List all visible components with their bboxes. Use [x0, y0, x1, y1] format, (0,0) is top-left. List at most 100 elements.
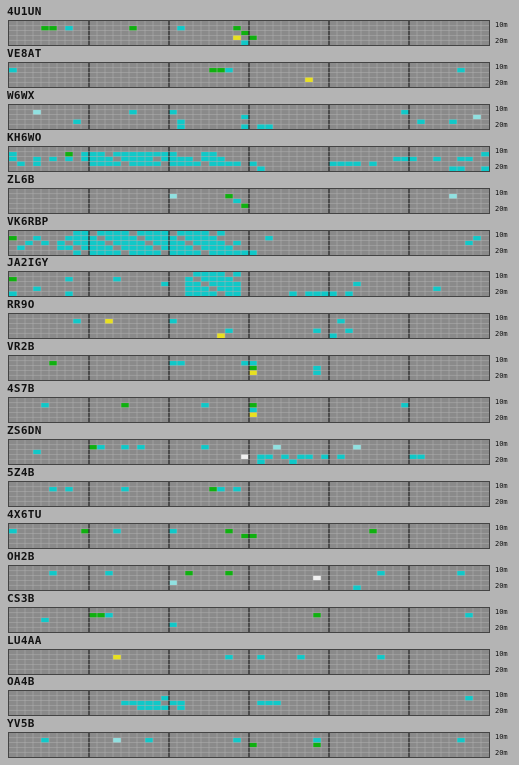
station-callsign: VR2B — [7, 340, 35, 354]
band-label-10m: 10m — [495, 104, 508, 113]
station-spot-grid — [8, 648, 490, 675]
spot-cell — [65, 277, 73, 282]
spot-cell — [33, 109, 41, 115]
station-spot-grid — [8, 439, 490, 465]
spot-cell — [177, 240, 185, 245]
spot-cell — [273, 444, 281, 450]
spot-cell — [201, 286, 209, 292]
spot-cell — [169, 700, 177, 706]
spot-cell — [89, 249, 97, 255]
spot-cell — [249, 360, 257, 366]
spot-cell — [337, 319, 345, 324]
station-spot-grid — [8, 606, 490, 633]
spot-cell — [233, 291, 241, 297]
spot-cell — [193, 281, 201, 287]
band-label-20m: 20m — [495, 581, 508, 590]
spot-cell — [169, 109, 177, 115]
spot-cell — [265, 454, 273, 460]
spot-cell — [49, 156, 57, 162]
band-label-10m: 10m — [495, 188, 508, 197]
spot-cell — [265, 235, 273, 241]
spot-cell — [49, 25, 57, 31]
spot-cell — [137, 156, 145, 162]
spot-cell — [329, 291, 337, 297]
spot-cell — [97, 151, 105, 157]
spot-cell — [81, 240, 89, 245]
band-label-20m: 20m — [495, 288, 508, 297]
spot-cell — [81, 528, 89, 534]
station-callsign: ZS6DN — [7, 424, 42, 437]
station-callsign: 4U1UN — [7, 5, 42, 18]
spot-cell — [9, 528, 17, 534]
spot-cell — [369, 528, 377, 534]
spot-cell — [169, 528, 177, 534]
spot-cell — [217, 249, 225, 255]
spot-cell — [313, 328, 321, 334]
spot-cell — [185, 230, 193, 236]
spot-cell — [9, 156, 17, 162]
spot-cell — [201, 230, 209, 236]
spot-cell — [41, 240, 49, 245]
spot-cell — [481, 151, 489, 157]
band-label-20m: 20m — [495, 414, 508, 423]
spot-cell — [65, 151, 73, 157]
spot-cell — [129, 151, 137, 157]
spot-cell — [145, 161, 153, 166]
station-spot-grid — [8, 229, 490, 256]
spot-cell — [89, 161, 97, 166]
band-label-20m: 20m — [495, 120, 508, 129]
spot-cell — [337, 454, 345, 460]
station-callsign: LU4AA — [7, 633, 42, 647]
spot-cell — [249, 407, 257, 413]
spot-cell — [113, 240, 121, 245]
spot-cell — [257, 459, 265, 464]
spot-cell — [169, 240, 177, 245]
spot-cell — [105, 319, 113, 324]
spot-cell — [137, 705, 145, 711]
band-label-20m: 20m — [495, 623, 508, 632]
spot-cell — [249, 742, 257, 748]
grid-canvas — [9, 440, 489, 464]
spot-cell — [153, 161, 161, 166]
band-label-20m: 20m — [495, 539, 508, 548]
band-label-10m: 10m — [495, 272, 508, 281]
spot-cell — [81, 244, 89, 250]
spot-cell — [257, 654, 265, 660]
spot-cell — [105, 244, 113, 250]
spot-cell — [265, 123, 273, 129]
spot-cell — [273, 700, 281, 706]
spot-cell — [177, 705, 185, 711]
band-label-10m: 10m — [495, 398, 508, 407]
grid-canvas — [9, 188, 489, 213]
spot-cell — [409, 454, 417, 460]
spot-cell — [129, 240, 137, 245]
spot-cell — [241, 202, 249, 208]
spot-cell — [225, 193, 233, 199]
spot-cell — [105, 612, 113, 618]
spot-cell — [113, 235, 121, 241]
station-spot-grid — [8, 732, 490, 759]
spot-cell — [193, 230, 201, 236]
spot-cell — [209, 235, 217, 241]
spot-cell — [65, 244, 73, 250]
spot-cell — [153, 151, 161, 157]
band-label-10m: 10m — [495, 21, 508, 29]
spot-cell — [465, 156, 473, 162]
spot-cell — [305, 454, 313, 460]
spot-cell — [105, 235, 113, 241]
spot-cell — [153, 700, 161, 706]
spot-cell — [137, 230, 145, 236]
band-label-10m: 10m — [495, 230, 508, 239]
spot-cell — [449, 193, 457, 199]
spot-cell — [321, 454, 329, 460]
spot-cell — [289, 459, 297, 464]
spot-cell — [313, 370, 321, 376]
spot-cell — [345, 161, 353, 166]
spot-cell — [201, 151, 209, 157]
spot-cell — [73, 249, 81, 255]
spot-cell — [145, 738, 153, 743]
spot-cell — [249, 370, 257, 376]
spot-cell — [33, 286, 41, 292]
spot-cell — [233, 486, 241, 492]
spot-cell — [97, 444, 105, 450]
